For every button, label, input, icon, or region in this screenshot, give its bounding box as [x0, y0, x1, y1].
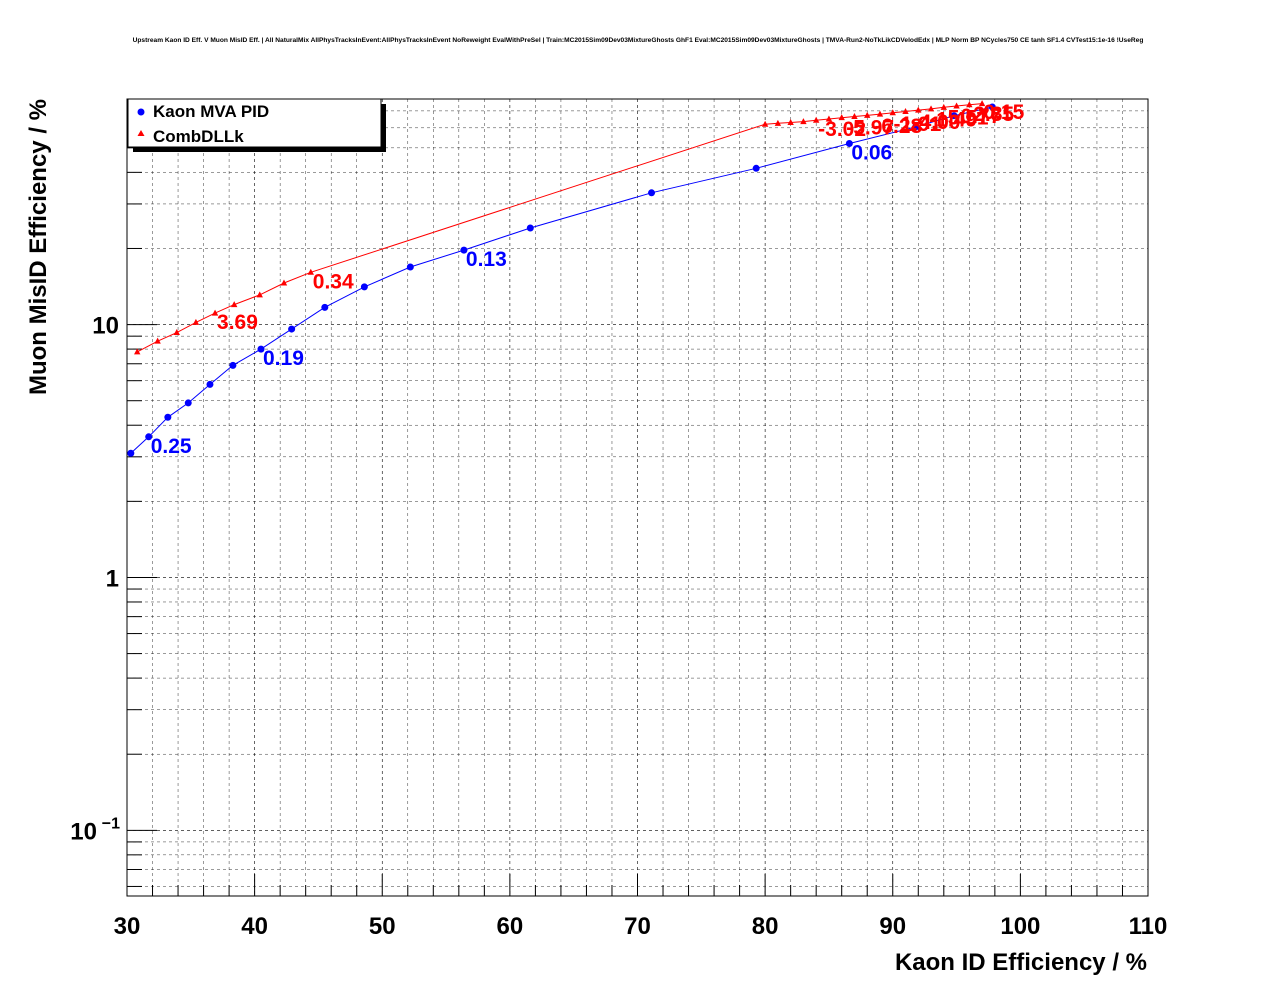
data-point	[288, 325, 296, 333]
data-point	[864, 111, 871, 118]
legend-marker-kaon-mva-pid	[137, 108, 145, 116]
data-point	[812, 116, 820, 123]
point-labels: 0.250.190.130.063.690.34-3.02-5.97-6.28-…	[151, 101, 1025, 458]
legend: Kaon MVA PID CombDLLk	[127, 98, 386, 152]
data-point	[950, 112, 958, 120]
y-tick-label: 10	[92, 313, 119, 340]
legend-box	[127, 98, 382, 148]
data-point	[460, 246, 468, 254]
data-label: -3.02	[818, 118, 866, 141]
x-tick-label: 40	[241, 913, 268, 940]
data-point	[307, 268, 314, 275]
data-point	[774, 119, 782, 126]
data-label: -0.15	[976, 101, 1024, 124]
data-point	[940, 103, 947, 110]
grid	[127, 99, 1148, 896]
series-kaon-mva-pid	[127, 103, 996, 457]
data-point	[257, 345, 265, 353]
data-point	[787, 118, 794, 125]
data-point	[902, 108, 909, 115]
series-combdllk	[134, 100, 986, 355]
data-point	[761, 120, 769, 127]
data-point	[838, 114, 845, 121]
data-point	[256, 291, 263, 298]
data-label: 0.25	[151, 435, 192, 458]
legend-marker-combdllk	[137, 130, 145, 136]
data-point	[752, 164, 760, 172]
data-label: 0.13	[466, 248, 507, 271]
data-label: -2.85	[966, 103, 1014, 126]
data-point	[978, 100, 986, 107]
data-label: -1.91	[893, 113, 941, 136]
chart-title: Upstream Kaon ID Eff. V Muon MisID Eff. …	[133, 37, 1144, 44]
data-point	[825, 115, 833, 122]
data-point	[164, 413, 172, 421]
data-point	[988, 103, 996, 111]
data-point	[231, 301, 238, 308]
data-label: 3.69	[217, 311, 258, 334]
x-tick-label: 30	[114, 913, 141, 940]
data-point	[154, 337, 161, 344]
data-point	[912, 123, 920, 131]
data-point	[800, 118, 807, 125]
data-label: -5.51	[941, 107, 989, 130]
data-point	[406, 263, 414, 271]
data-label: 0.19	[263, 347, 304, 370]
data-point	[192, 318, 200, 325]
data-label: -6.28	[874, 115, 922, 138]
data-point	[211, 309, 219, 316]
legend-label-kaon-mva-pid: Kaon MVA PID	[153, 102, 269, 121]
data-point	[145, 433, 153, 441]
y-axis-title: Muon MisID Efficiency / %	[25, 99, 52, 395]
y-tick-label: 1	[106, 565, 119, 592]
data-point	[206, 380, 214, 388]
data-label: -5.97	[846, 117, 894, 140]
data-point	[184, 399, 192, 407]
x-tick-label: 90	[879, 913, 906, 940]
x-tick-label: 80	[752, 913, 779, 940]
data-point	[851, 113, 858, 120]
data-point	[229, 361, 237, 369]
data-point	[134, 348, 141, 355]
data-point	[966, 101, 973, 108]
data-point	[648, 189, 656, 197]
x-tick-label: 50	[369, 913, 396, 940]
y-tick-label: 10	[70, 818, 97, 845]
x-tick-label: 70	[624, 913, 651, 940]
data-point	[876, 110, 884, 117]
legend-label-combdllk: CombDLLk	[153, 127, 244, 146]
x-tick-label: 60	[497, 913, 524, 940]
data-point	[953, 102, 960, 109]
data-point	[889, 109, 896, 116]
data-point	[127, 449, 135, 457]
data-point	[360, 283, 368, 291]
data-label: 0.34	[313, 270, 354, 293]
data-point	[526, 224, 534, 232]
data-point	[915, 106, 922, 113]
data-label: 0.06	[851, 142, 892, 165]
data-point	[321, 303, 329, 311]
data-point	[927, 105, 935, 112]
data-point	[280, 279, 288, 286]
data-label: -0.77	[953, 105, 1001, 128]
x-tick-label: 100	[1000, 913, 1040, 940]
x-tick-label: 110	[1129, 913, 1168, 940]
y-tick-label-exponent: −1	[102, 815, 120, 832]
x-axis-title: Kaon ID Efficiency / %	[895, 949, 1147, 976]
data-point	[173, 329, 180, 336]
data-label: -1.49	[929, 109, 977, 132]
series-layer	[127, 100, 996, 457]
data-label: -4.00	[913, 111, 961, 134]
data-point	[845, 140, 853, 148]
